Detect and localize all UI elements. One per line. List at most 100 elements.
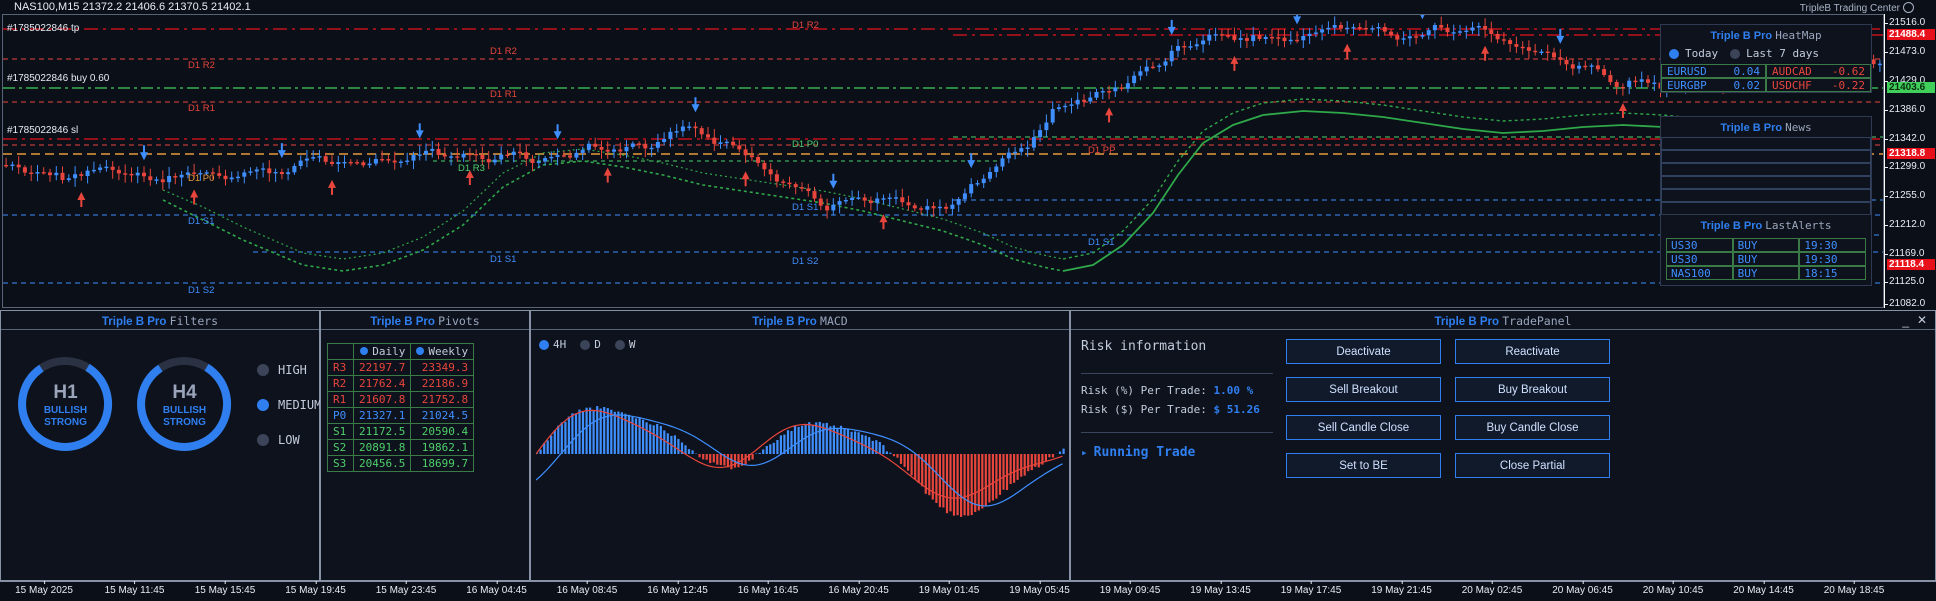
gauge-direction: BULLISH: [43, 404, 88, 416]
macd-chart: [536, 406, 1065, 517]
macd-timeframe-w[interactable]: W: [614, 338, 636, 351]
time-tick: 16 May 04:45: [466, 581, 527, 596]
price-tick: 21299.0: [1884, 161, 1926, 172]
time-tick: 19 May 21:45: [1371, 581, 1432, 596]
heatmap-cell[interactable]: AUDCAD -0.62: [1766, 64, 1871, 78]
macd-timeframe-label: D: [594, 338, 601, 351]
pivot-line-label: D1 R3: [458, 163, 485, 174]
filter-option-label: MEDIUM: [278, 397, 322, 412]
running-trade-row[interactable]: ▸ Running Trade: [1081, 445, 1273, 460]
symbol-header: NAS100,M15 21372.2 21406.6 21370.5 21402…: [14, 1, 251, 13]
news-brand: Triple B Pro: [1720, 122, 1783, 134]
pivot-row: R2 21762.4 22186.9: [327, 375, 475, 392]
pivot-line-label: D1 S1: [490, 254, 517, 265]
chevron-right-icon: ▸: [1081, 446, 1088, 459]
time-tick: 19 May 09:45: [1099, 581, 1161, 596]
trade-button-close-partial[interactable]: Close Partial: [1455, 453, 1610, 478]
pivot-daily-value: 20891.8: [352, 439, 412, 456]
filters-body: H1 BULLISH STRONG H4 BULLISH STRONG HIGH MEDIU…: [1, 330, 321, 457]
trade-button-buy-candle-close[interactable]: Buy Candle Close: [1455, 415, 1610, 440]
filters-brand: Triple B Pro: [101, 316, 167, 328]
heatmap-value: -0.22: [1831, 78, 1865, 92]
radio-icon[interactable]: [539, 339, 549, 350]
time-tick: 15 May 19:45: [285, 581, 346, 596]
minimize-button[interactable]: _: [1902, 314, 1909, 328]
macd-timeframe-4h[interactable]: 4H: [539, 338, 566, 351]
pivot-weekly-header[interactable]: Weekly: [410, 343, 475, 360]
heatmap-value: -0.62: [1831, 64, 1865, 78]
radio-icon[interactable]: [614, 339, 625, 350]
trade-button-deactivate[interactable]: Deactivate: [1286, 339, 1441, 364]
heatmap-pair: AUDCAD: [1772, 64, 1812, 78]
pivot-line-label: D1 S1: [1088, 237, 1115, 248]
radio-icon[interactable]: [257, 433, 269, 446]
pivot-row: R1 21607.8 21752.8: [327, 391, 475, 408]
alert-row[interactable]: NAS100 BUY 18:15: [1666, 266, 1866, 280]
pivot-level-name: S1: [327, 423, 354, 440]
heatmap-pair: EURUSD: [1667, 64, 1707, 78]
filter-option-label: LOW: [278, 432, 300, 447]
pivot-daily-header[interactable]: Daily: [352, 343, 412, 360]
macd-header: Triple B Pro MACD: [531, 311, 1069, 330]
pivots-header: Triple B Pro Pivots: [321, 311, 529, 330]
heatmap-pair: EURGBP: [1667, 78, 1707, 92]
alert-action: BUY: [1732, 266, 1800, 280]
price-tick: 21516.0: [1884, 17, 1926, 28]
filter-options: HIGH MEDIUM LOW: [257, 363, 321, 447]
tradepanel-brand: Triple B Pro: [1434, 316, 1500, 328]
trade-button-sell-breakout[interactable]: Sell Breakout: [1286, 377, 1441, 402]
heatmap-period-toggles: Today Last 7 days: [1661, 45, 1871, 64]
heatmap-pair: USDCHF: [1772, 78, 1812, 92]
trade-button-sell-candle-close[interactable]: Sell Candle Close: [1286, 415, 1441, 440]
order-label-buy: #1785022846 buy 0.60: [7, 73, 110, 84]
time-tick: 20 May 06:45: [1552, 581, 1613, 596]
macd-timeframe-toggles: 4H D W: [531, 330, 1069, 351]
alert-row[interactable]: US30 BUY 19:30: [1666, 252, 1866, 266]
risk-title: Risk information: [1081, 339, 1207, 354]
filter-option-high[interactable]: HIGH: [257, 363, 321, 377]
heatmap-last7-label[interactable]: Last 7 days: [1746, 47, 1819, 60]
price-scale[interactable]: 21516.0 21473.0 21429.0 21386.0 21342.0 21299…: [1884, 14, 1936, 309]
time-tick: 16 May 20:45: [828, 581, 889, 596]
close-button[interactable]: ✕: [1916, 313, 1927, 327]
radio-icon[interactable]: [257, 363, 269, 376]
trade-button-set-to-be[interactable]: Set to BE: [1286, 453, 1441, 478]
trade-button-buy-breakout[interactable]: Buy Breakout: [1455, 377, 1610, 402]
pivot-line-label: D1 R2: [490, 46, 517, 57]
alert-time: 18:15: [1799, 266, 1866, 280]
pivot-row: S1 21172.5 20590.4: [327, 423, 475, 440]
heatmap-today-label[interactable]: Today: [1685, 47, 1719, 60]
radio-icon[interactable]: [257, 398, 269, 411]
pivot-line-label: D1 S2: [188, 285, 215, 296]
alert-row[interactable]: US30 BUY 19:30: [1666, 238, 1866, 252]
chart-area[interactable]: NAS100,M15 21372.2 21406.6 21370.5 21402…: [0, 0, 1936, 310]
radio-last7-icon[interactable]: [1730, 48, 1741, 59]
pivot-daily-value: 22197.7: [352, 359, 412, 376]
heatmap-panel: Triple B Pro HeatMap Today Last 7 days E…: [1660, 24, 1872, 93]
heatmap-title: Triple B Pro HeatMap: [1661, 25, 1871, 45]
pivot-level-name: R3: [327, 359, 354, 376]
filter-option-medium[interactable]: MEDIUM: [257, 398, 321, 412]
gauge-strength: STRONG: [163, 416, 206, 428]
risk-information-block: Risk information Risk (%) Per Trade: 1.0…: [1081, 339, 1273, 460]
radio-icon[interactable]: [580, 339, 591, 350]
pivot-line-label: D1 S2: [792, 256, 819, 267]
pivot-line-label: D1 R2: [792, 20, 819, 31]
heatmap-cell[interactable]: USDCHF -0.22: [1766, 78, 1871, 92]
radio-today-icon[interactable]: [1669, 48, 1679, 59]
heatmap-grid: EURUSD 0.04 AUDCAD -0.62 EURGBP 0.02 USDCHF -0.…: [1661, 64, 1871, 92]
pivot-row: S3 20456.5 18699.7: [327, 455, 475, 472]
heatmap-cell[interactable]: EURUSD 0.04: [1661, 64, 1766, 78]
alerts-panel: Triple B Pro LastAlerts US30 BUY 19:30 US30…: [1660, 214, 1872, 286]
chart-plot[interactable]: #1785022846 tp #1785022846 buy 0.60 #178…: [2, 14, 1884, 308]
trade-button-reactivate[interactable]: Reactivate: [1455, 339, 1610, 364]
pivot-weekly-value: 20590.4: [410, 423, 475, 440]
tradepanel-panel: Triple B Pro TradePanel _ ✕ Risk informa…: [1070, 310, 1936, 581]
heatmap-cell[interactable]: EURGBP 0.02: [1661, 78, 1766, 92]
filter-option-low[interactable]: LOW: [257, 433, 321, 447]
time-tick: 19 May 17:45: [1280, 581, 1342, 596]
risk-usd-label: Risk ($) Per Trade:: [1081, 403, 1207, 416]
time-tick: 15 May 15:45: [194, 581, 256, 596]
macd-timeframe-d[interactable]: D: [580, 338, 601, 351]
pivot-line-label: D1 P0: [188, 173, 215, 184]
